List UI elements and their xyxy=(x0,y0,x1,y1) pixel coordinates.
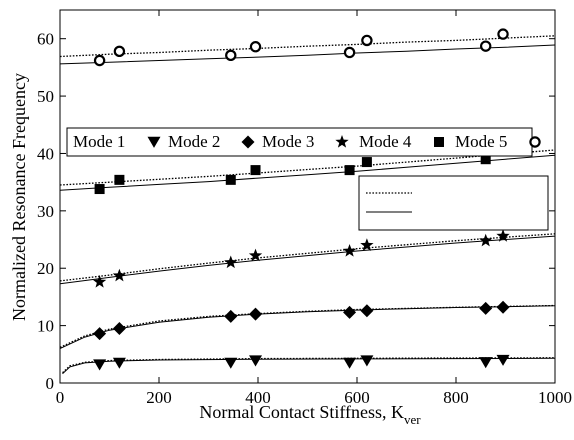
data-point xyxy=(94,184,105,195)
legend-entry-label: Mode 2 xyxy=(168,132,220,151)
data-point xyxy=(93,327,107,341)
data-point xyxy=(360,304,374,318)
dotted-curve xyxy=(60,35,555,58)
series-3 xyxy=(60,229,555,288)
y-tick-label: 20 xyxy=(37,259,54,278)
legend-marker xyxy=(529,136,541,148)
dotted-curve xyxy=(60,149,555,186)
data-point xyxy=(93,54,106,67)
dotted-curve xyxy=(62,357,555,374)
data-point xyxy=(361,157,372,168)
legend-marker xyxy=(335,135,349,148)
x-tick-label: 200 xyxy=(146,388,172,407)
x-axis-label-subscript: ver xyxy=(404,412,421,427)
legend-entry-label: Mode 5 xyxy=(455,132,507,151)
data-point xyxy=(248,248,263,262)
data-point xyxy=(225,174,236,185)
x-tick-label: 0 xyxy=(56,388,65,407)
series-5 xyxy=(60,28,555,67)
data-point xyxy=(343,46,356,59)
y-axis-label: Normalized Resonance Frequency xyxy=(9,73,29,321)
plot-frame xyxy=(59,9,556,384)
y-tick-label: 50 xyxy=(37,87,54,106)
x-tick-label: 600 xyxy=(344,388,370,407)
line-style-legend xyxy=(358,175,549,231)
data-point xyxy=(112,357,126,369)
data-point xyxy=(360,238,374,251)
data-point xyxy=(113,45,126,58)
y-tick-label: 40 xyxy=(37,144,54,163)
data-point xyxy=(224,309,238,323)
x-axis-label: Normal Contact Stiffness, Kver xyxy=(199,402,421,427)
data-point xyxy=(249,307,263,321)
legend-marker xyxy=(434,137,444,147)
mode-legend: Mode 1 Mode 2 Mode 3 Mode 4 Mode 5 xyxy=(66,127,541,157)
data-point xyxy=(342,244,357,257)
legend-entry: Mode 3 xyxy=(262,132,349,151)
legend-entry-label: Mode 1 xyxy=(73,132,125,151)
legend-marker xyxy=(147,136,161,148)
data-point xyxy=(343,357,357,369)
solid-curve xyxy=(60,154,555,191)
data-point xyxy=(344,165,355,176)
data-point xyxy=(225,49,237,62)
legend-entry: Mode 2 xyxy=(168,132,255,151)
data-point xyxy=(249,41,262,53)
data-point xyxy=(343,305,357,319)
legend-marker xyxy=(241,135,255,149)
y-tick-label: 30 xyxy=(37,202,54,221)
data-point xyxy=(497,28,509,40)
dotted-curve xyxy=(60,304,555,348)
data-point xyxy=(92,275,107,288)
solid-curve xyxy=(62,357,555,375)
data-point xyxy=(250,165,261,176)
x-tick-label: 1000 xyxy=(538,388,572,407)
line-legend-box xyxy=(358,175,549,231)
x-axis-label-main: Normal Contact Stiffness, K xyxy=(199,402,404,422)
y-tick-label: 60 xyxy=(37,30,54,49)
y-tick-label: 0 xyxy=(46,374,55,393)
data-point xyxy=(360,355,374,367)
data-point xyxy=(479,233,493,247)
x-tick-label: 800 xyxy=(443,388,469,407)
solid-curve xyxy=(60,235,555,285)
x-tick-label: 400 xyxy=(245,388,271,407)
data-point xyxy=(249,355,263,367)
series-1 xyxy=(62,354,555,375)
series-4 xyxy=(60,146,555,195)
data-point xyxy=(361,34,373,47)
data-point xyxy=(496,300,510,314)
data-point xyxy=(480,154,491,165)
legend-entry: Mode 4 xyxy=(359,132,444,151)
data-point xyxy=(114,174,125,185)
plot-area xyxy=(60,28,555,375)
legend-entry-label: Mode 3 xyxy=(262,132,314,151)
data-point xyxy=(93,359,107,371)
data-point xyxy=(112,268,127,282)
data-point xyxy=(479,357,493,369)
data-point xyxy=(479,301,493,315)
data-point xyxy=(496,229,510,242)
series-2 xyxy=(60,300,555,350)
data-point xyxy=(112,321,126,335)
mode-legend-box xyxy=(66,127,533,157)
data-point xyxy=(224,357,238,369)
legend-entry-label: Mode 4 xyxy=(359,132,412,151)
solid-curve xyxy=(60,44,555,65)
data-point xyxy=(480,40,492,52)
axes: 0 200 400 600 800 1000 0 10 20 30 40 50 60 xyxy=(37,9,572,407)
data-point xyxy=(496,354,510,366)
legend-entry: Mode 5 xyxy=(455,132,541,151)
solid-curve xyxy=(60,305,555,350)
y-tick-label: 10 xyxy=(37,317,54,336)
legend-entry: Mode 1 xyxy=(73,132,161,151)
data-point xyxy=(224,255,238,269)
